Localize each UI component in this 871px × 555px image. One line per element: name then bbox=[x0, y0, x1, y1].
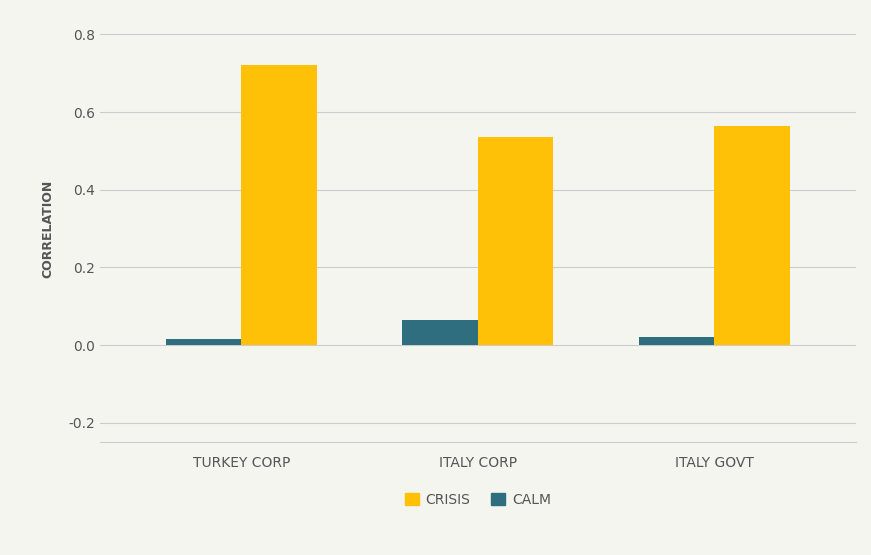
Bar bbox=[714, 125, 790, 345]
Bar bbox=[402, 320, 478, 345]
Bar bbox=[241, 65, 317, 345]
Legend: CRISIS, CALM: CRISIS, CALM bbox=[399, 487, 557, 512]
Bar bbox=[478, 137, 553, 345]
Bar bbox=[165, 339, 241, 345]
Bar bbox=[638, 337, 714, 345]
Y-axis label: CORRELATION: CORRELATION bbox=[41, 179, 54, 278]
